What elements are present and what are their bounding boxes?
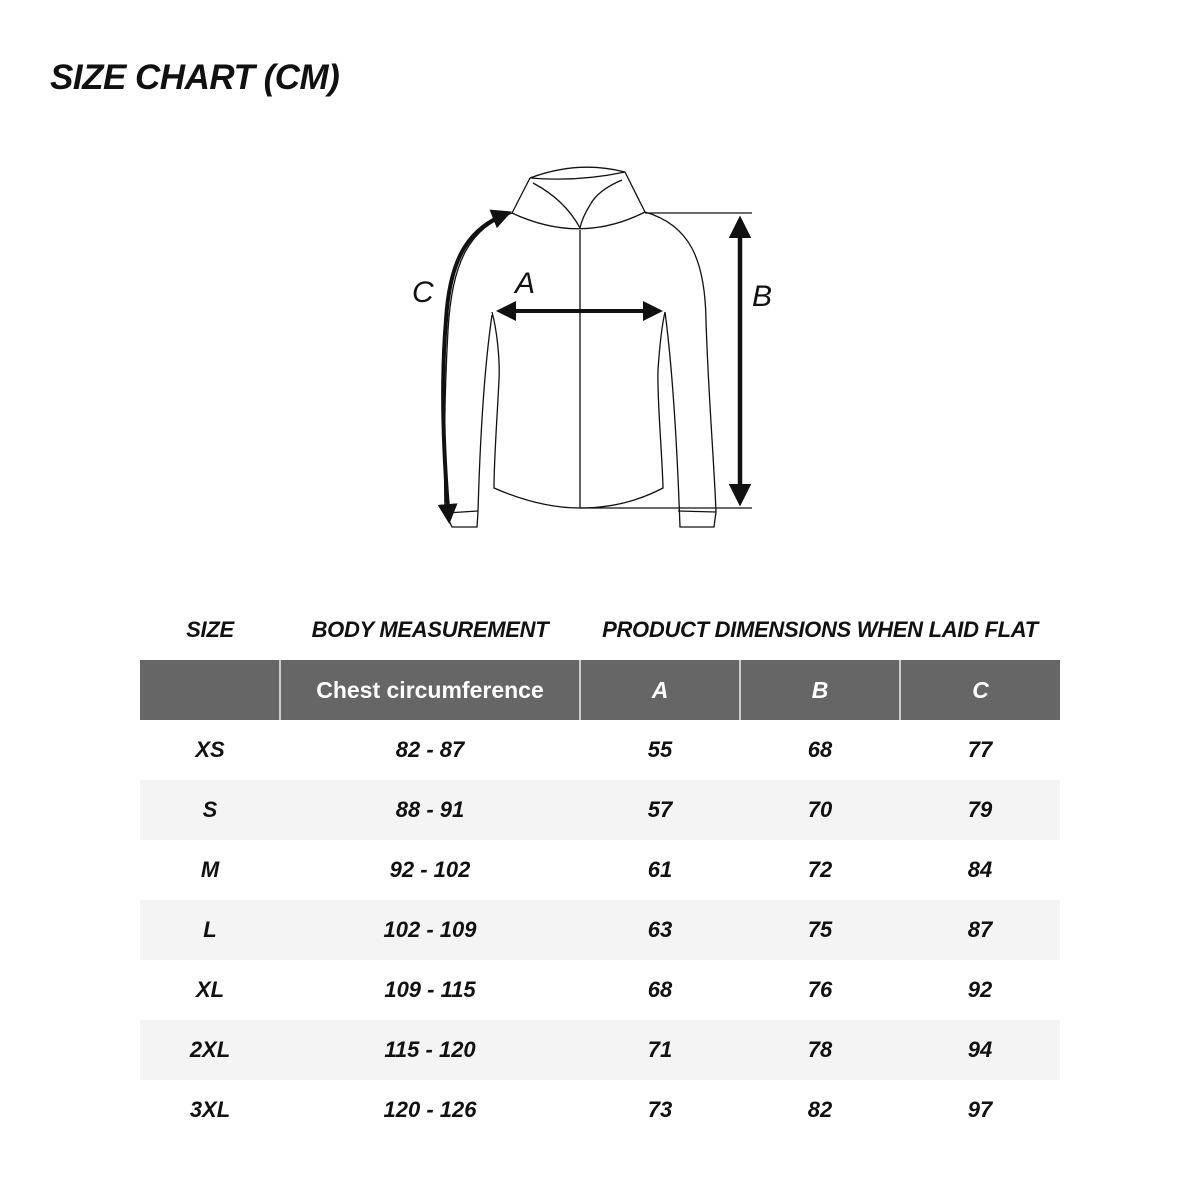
cell-c: 97 — [967, 1097, 993, 1122]
cell-chest: 102 - 109 — [280, 900, 580, 960]
cell-chest: 120 - 126 — [383, 1097, 477, 1122]
cell-a: 61 — [647, 857, 673, 882]
label-b: B — [752, 280, 773, 313]
header-chest: Chest circumference — [279, 660, 580, 720]
table-row: L 102 - 109 63 75 87 — [140, 900, 1060, 960]
cell-chest: 82 - 87 — [395, 737, 465, 762]
cell-c: 79 — [900, 780, 1060, 840]
cell-a: 68 — [647, 977, 673, 1002]
cell-size: XS — [195, 737, 225, 762]
cell-b: 78 — [740, 1020, 900, 1080]
group-header-size: SIZE — [186, 617, 234, 642]
group-header-body: BODY MEASUREMENT — [311, 617, 549, 642]
jacket-outline — [443, 166, 717, 528]
header-c: C — [899, 660, 1060, 720]
table-row: XS 82 - 87 55 68 77 — [140, 720, 1060, 780]
measure-lines — [437, 209, 752, 524]
page-title: SIZE CHART (CM) — [50, 58, 340, 97]
cell-b: 82 — [807, 1097, 833, 1122]
cell-a: 63 — [580, 900, 740, 960]
table-row: XL 109 - 115 68 76 92 — [140, 960, 1060, 1020]
header-a: A — [579, 660, 740, 720]
table-row: 2XL 115 - 120 71 78 94 — [140, 1020, 1060, 1080]
cell-chest: 88 - 91 — [280, 780, 580, 840]
cell-a: 73 — [647, 1097, 673, 1122]
cell-chest: 92 - 102 — [389, 857, 471, 882]
table-row: M 92 - 102 61 72 84 — [140, 840, 1060, 900]
cell-c: 77 — [967, 737, 993, 762]
cell-size: L — [140, 900, 280, 960]
cell-a: 55 — [647, 737, 673, 762]
cell-chest: 109 - 115 — [384, 977, 476, 1002]
label-a: A — [515, 267, 536, 300]
cell-c: 94 — [900, 1020, 1060, 1080]
c-arrow — [437, 209, 512, 524]
jacket-diagram — [437, 166, 752, 528]
cell-a: 71 — [580, 1020, 740, 1080]
cell-b: 76 — [807, 977, 833, 1002]
cell-chest: 115 - 120 — [280, 1020, 580, 1080]
table-header-row: Chest circumference A B C — [140, 660, 1060, 720]
cell-b: 72 — [807, 857, 833, 882]
label-c: C — [412, 276, 434, 309]
cell-size: XL — [195, 977, 225, 1002]
cell-c: 92 — [967, 977, 993, 1002]
cell-a: 57 — [580, 780, 740, 840]
header-size — [140, 660, 280, 720]
table-row: S 88 - 91 57 70 79 — [140, 780, 1060, 840]
cell-size: 3XL — [189, 1097, 231, 1122]
cell-size: 2XL — [140, 1020, 280, 1080]
cell-size: M — [200, 857, 220, 882]
group-header-product: PRODUCT DIMENSIONS WHEN LAID FLAT — [602, 617, 1038, 642]
cell-b: 70 — [740, 780, 900, 840]
size-table: Chest circumference A B C XS 82 - 87 55 68 7… — [140, 660, 1060, 1140]
cell-b: 68 — [807, 737, 833, 762]
cell-c: 87 — [900, 900, 1060, 960]
cell-c: 84 — [967, 857, 993, 882]
table-row: 3XL 120 - 126 73 82 97 — [140, 1080, 1060, 1140]
cell-b: 75 — [740, 900, 900, 960]
header-b: B — [739, 660, 900, 720]
cell-size: S — [140, 780, 280, 840]
